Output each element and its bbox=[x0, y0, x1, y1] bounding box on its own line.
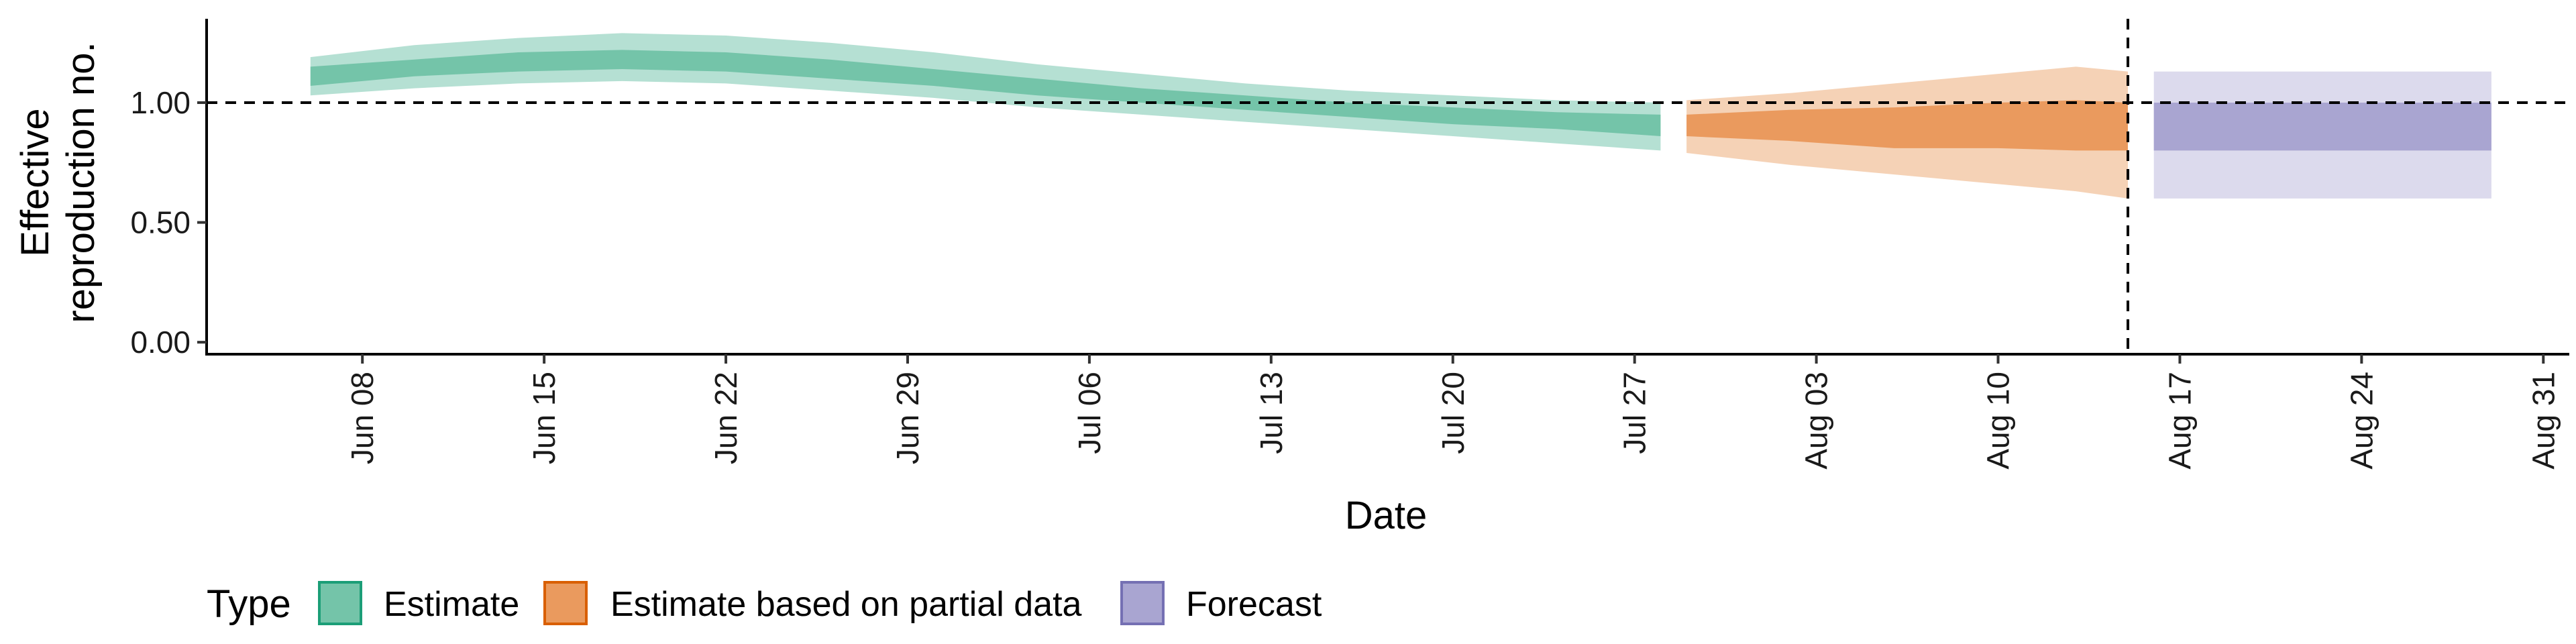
band-50-estimate-based-on-partial-data bbox=[1686, 100, 2128, 151]
legend-title: Type bbox=[207, 582, 291, 626]
x-tick-label: Aug 17 bbox=[2162, 372, 2197, 470]
x-tick-label: Aug 10 bbox=[1981, 372, 2016, 470]
ribbon-bands bbox=[310, 33, 2491, 199]
x-tick-label: Jul 06 bbox=[1072, 372, 1107, 454]
y-tick-label: 0.00 bbox=[130, 325, 191, 360]
x-tick-label: Jun 22 bbox=[708, 372, 743, 464]
y-axis-title-line1: Effective bbox=[13, 108, 57, 256]
x-tick-label: Jul 27 bbox=[1617, 372, 1652, 454]
legend-swatch-forecast bbox=[1120, 581, 1165, 625]
y-ticks: 0.00 0.50 1.00 bbox=[130, 85, 207, 360]
band-50-estimate bbox=[310, 50, 1661, 137]
x-tick-label: Aug 03 bbox=[1799, 372, 1834, 470]
y-tick-label: 0.50 bbox=[130, 205, 191, 240]
y-axis-title-line2: reproduction no. bbox=[59, 42, 103, 323]
x-axis-title: Date bbox=[1345, 494, 1428, 537]
legend: Type Estimate Estimate based on partial … bbox=[207, 581, 1322, 626]
legend-label-estimate: Estimate bbox=[384, 585, 519, 624]
x-ticks: Jun 08 Jun 15 Jun 22 Jun 29 Jul 06 Jul 13 Jul … bbox=[345, 354, 2561, 470]
band-90-estimate bbox=[310, 33, 1661, 151]
legend-label-forecast: Forecast bbox=[1186, 585, 1322, 624]
legend-swatch-estimate bbox=[318, 581, 362, 625]
x-tick-label: Jun 08 bbox=[345, 372, 380, 464]
x-tick-label: Jun 15 bbox=[527, 372, 561, 464]
band-50-forecast bbox=[2153, 103, 2491, 151]
x-tick-label: Jul 13 bbox=[1254, 372, 1289, 454]
x-tick-label: Jul 20 bbox=[1436, 372, 1470, 454]
legend-label-partial: Estimate based on partial data bbox=[610, 585, 1082, 624]
y-tick-label: 1.00 bbox=[130, 85, 191, 120]
legend-swatch-partial bbox=[543, 581, 588, 625]
x-tick-label: Aug 24 bbox=[2344, 372, 2379, 470]
x-tick-label: Aug 31 bbox=[2526, 372, 2561, 470]
x-tick-label: Jun 29 bbox=[890, 372, 925, 464]
